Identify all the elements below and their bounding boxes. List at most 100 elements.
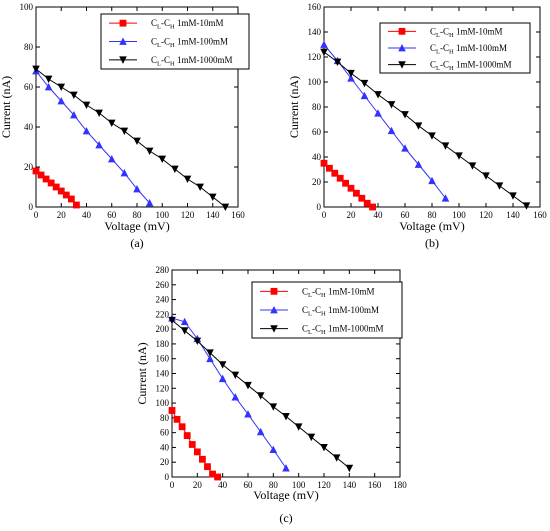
x-axis-title: Voltage (mV) [104, 219, 169, 233]
y-tick-label: 100 [156, 398, 170, 408]
data-point [307, 433, 316, 442]
y-tick-label: 80 [312, 102, 322, 112]
data-point [231, 371, 240, 379]
data-point [57, 83, 66, 91]
data-point [428, 176, 436, 185]
legend-marker [270, 287, 278, 295]
data-point [401, 111, 409, 119]
series-line [35, 70, 150, 204]
data-point [193, 337, 202, 345]
x-tick-label: 20 [193, 480, 203, 490]
legend-item-3: CL-CH 1mM-1000mM [388, 60, 511, 72]
series-line [323, 51, 527, 207]
chart-panel-1: 0 20 40 60 80 100 120 140 160020406080100Voltage… [0, 2, 250, 250]
data-point [441, 142, 450, 150]
data-point [282, 412, 290, 421]
y-tick-label: 120 [156, 383, 170, 393]
x-tick-label: 40 [82, 210, 92, 220]
data-point [180, 317, 189, 326]
data-point [336, 174, 344, 182]
series-3 [320, 48, 531, 210]
legend-label: CL-CH 1mM-10mM [151, 18, 223, 31]
y-tick-label: 200 [156, 324, 170, 334]
y-tick-label: 100 [20, 2, 34, 12]
y-tick-label: 0 [317, 202, 322, 212]
data-point [209, 470, 216, 478]
legend-label: CL-CH 1mM-100mM [302, 305, 379, 318]
data-point [495, 182, 504, 190]
data-point [82, 127, 91, 135]
series-3 [32, 65, 230, 211]
legend-label: CL-CH 1mM-10mM [430, 26, 502, 39]
legend-marker [270, 306, 278, 314]
series-line [35, 68, 226, 208]
data-point [441, 194, 450, 202]
data-point [369, 203, 376, 211]
data-point [67, 195, 75, 203]
x-axis-title: Voltage (mV) [399, 219, 464, 233]
data-point [171, 165, 179, 173]
chart-panel-2: 0 20 40 60 80 100 120 140 160 0 20 40 60 80 100 120 140 1… [287, 2, 547, 250]
legend-marker [119, 56, 127, 64]
data-point [82, 101, 91, 109]
legend-label: CL-CH 1mM-100mM [430, 43, 507, 56]
y-tick-label: 40 [24, 122, 34, 132]
y-tick-label: 60 [312, 127, 322, 137]
x-tick-label: 80 [428, 210, 438, 220]
data-point [332, 454, 341, 462]
legend-item-3: CL-CH 1mM-1000mM [109, 55, 232, 67]
series-line [323, 44, 446, 199]
data-point [42, 175, 50, 183]
x-tick-label: 120 [181, 210, 195, 220]
y-tick-label: 60 [24, 82, 34, 92]
x-tick-label: 40 [218, 480, 228, 490]
data-point [183, 175, 192, 183]
x-tick-label: 80 [133, 210, 143, 220]
x-tick-label: 0 [322, 210, 327, 220]
x-tick-label: 80 [269, 480, 279, 490]
series-line [171, 410, 218, 478]
series-1 [32, 167, 80, 209]
y-tick-label: 140 [156, 369, 170, 379]
data-point [482, 172, 490, 180]
data-point [360, 79, 369, 88]
legend-item-3: CL-CH 1mM-1000mM [260, 324, 383, 336]
y-tick-label: 240 [156, 295, 170, 305]
y-axis-title: Current (nA) [135, 342, 149, 404]
panel-label: (b) [425, 236, 439, 250]
data-point [180, 327, 189, 335]
data-point [333, 58, 342, 66]
data-point [374, 91, 382, 99]
data-point [183, 432, 191, 439]
y-tick-label: 0 [165, 472, 170, 482]
y-tick-label: 80 [24, 42, 34, 52]
data-point [44, 83, 53, 91]
data-point [347, 69, 355, 78]
legend-marker [398, 27, 406, 35]
data-point [244, 381, 252, 390]
y-tick-label: 40 [312, 152, 322, 162]
x-tick-label: 20 [347, 210, 357, 220]
y-tick-label: 160 [308, 2, 322, 12]
x-tick-label: 60 [244, 480, 254, 490]
legend-item-1: CL-CH 1mM-10mM [388, 26, 502, 39]
data-point [178, 423, 186, 431]
data-point [37, 171, 45, 179]
series-line [171, 317, 287, 469]
data-point [120, 127, 129, 135]
x-tick-label: 100 [452, 210, 466, 220]
y-axis-title: Current (nA) [287, 76, 301, 138]
y-tick-label: 80 [160, 413, 170, 423]
x-tick-label: 120 [317, 480, 331, 490]
data-point [133, 137, 141, 145]
data-point [269, 445, 278, 454]
data-point [401, 144, 409, 152]
data-point [145, 199, 154, 207]
legend-marker [398, 61, 406, 69]
data-point [44, 75, 53, 83]
x-tick-label: 160 [231, 210, 245, 220]
series-2 [32, 67, 154, 207]
x-tick-label: 0 [34, 210, 39, 220]
data-point [294, 423, 303, 431]
y-tick-label: 120 [308, 52, 322, 62]
